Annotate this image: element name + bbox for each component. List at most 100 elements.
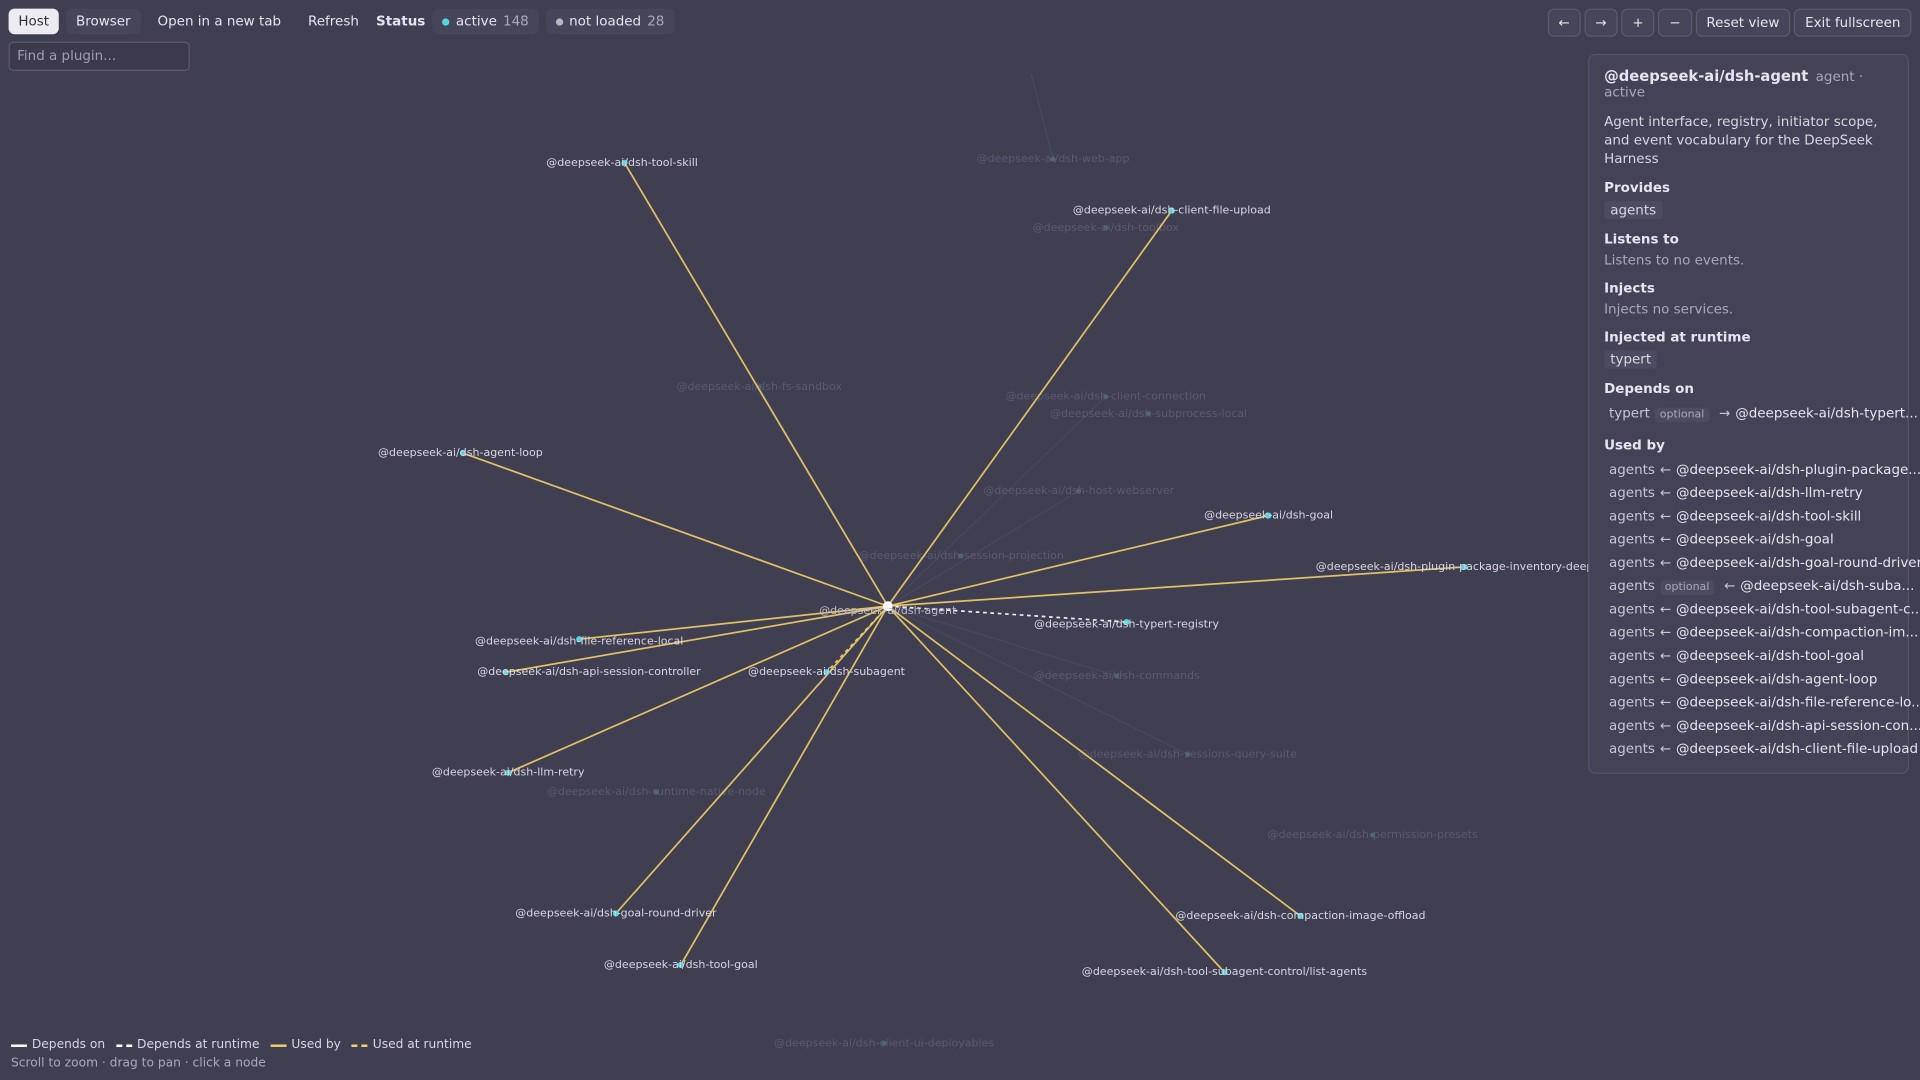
faded-node	[1103, 394, 1109, 400]
node-label[interactable]: @deepseek-ai/dsh-plugin-package-inventor…	[1316, 560, 1606, 573]
relation-row[interactable]: agents ← @deepseek-ai/dsh-plugin-package..…	[1604, 458, 1920, 481]
relation-row[interactable]: agents ← @deepseek-ai/dsh-llm-retry	[1604, 481, 1893, 504]
relation-row[interactable]: agents ← @deepseek-ai/dsh-client-file-uplo…	[1604, 737, 1918, 760]
arrow: ←	[1659, 554, 1672, 571]
node[interactable]	[1297, 912, 1304, 919]
faded-node	[1103, 225, 1109, 231]
faded-node	[1050, 156, 1056, 162]
relation-row[interactable]: agents ← @deepseek-ai/dsh-tool-goal	[1604, 644, 1893, 667]
faded-node-label[interactable]: @deepseek-ai/dsh-web-app	[977, 152, 1130, 165]
badge: optional	[1654, 407, 1710, 423]
relation-target: @deepseek-ai/dsh-llm-retry	[1676, 484, 1863, 501]
relation-name: agents	[1608, 484, 1655, 501]
relation-row[interactable]: agents ← @deepseek-ai/dsh-tool-subagent-c.…	[1604, 598, 1920, 621]
tab[interactable]: Host	[8, 8, 59, 35]
faded-edge	[887, 605, 1117, 677]
center-node[interactable]	[882, 601, 893, 612]
node-label[interactable]: @deepseek-ai/dsh-tool-goal	[604, 958, 758, 971]
faded-node-label[interactable]: @deepseek-ai/dsh-commands	[1034, 669, 1200, 682]
section-text: Injects no services.	[1604, 301, 1734, 318]
relation-name: agents	[1608, 461, 1655, 478]
node-label[interactable]: @deepseek-ai/dsh-goal	[1204, 509, 1333, 522]
status-active[interactable]: active 148	[432, 8, 539, 35]
relation-target: @deepseek-ai/dsh-goal-round-driver	[1676, 554, 1920, 571]
relation-row[interactable]: agents ← @deepseek-ai/dsh-api-session-con.…	[1604, 714, 1920, 737]
faded-node	[653, 789, 659, 795]
node-label[interactable]: @deepseek-ai/dsh-tool-skill	[546, 156, 698, 169]
node[interactable]	[1265, 512, 1272, 519]
faded-node-label[interactable]: @deepseek-ai/dsh-client-connection	[1006, 390, 1206, 403]
faded-node-label[interactable]: @deepseek-ai/dsh-sessions-query-suite	[1079, 747, 1298, 760]
view-button[interactable]: ←	[1547, 8, 1581, 37]
view-button[interactable]: Reset view	[1695, 8, 1791, 37]
relation-row[interactable]: agents ← @deepseek-ai/dsh-tool-skill	[1604, 504, 1893, 527]
status-dot	[555, 17, 563, 26]
view-button[interactable]: +	[1621, 8, 1655, 37]
relation-row[interactable]: agents ← @deepseek-ai/dsh-goal-round-drive…	[1604, 551, 1920, 574]
node-label[interactable]: @deepseek-ai/dsh-agent-loop	[378, 446, 543, 459]
legend-item: Depends at runtime	[116, 1038, 260, 1052]
node[interactable]	[502, 669, 509, 676]
relation-target: @deepseek-ai/dsh-client-file-upload	[1676, 740, 1919, 757]
node-label[interactable]: @deepseek-ai/dsh-compaction-image-offloa…	[1175, 909, 1425, 922]
node[interactable]	[1168, 207, 1175, 214]
relation-row[interactable]: typert optional → @deepseek-ai/dsh-typert..…	[1604, 402, 1918, 425]
status-label: Status	[376, 13, 426, 30]
status-not_loaded[interactable]: not loaded 28	[545, 8, 675, 35]
search-input[interactable]: Find a plugin...	[8, 41, 190, 72]
faded-node-label[interactable]: @deepseek-ai/dsh-session-projection	[859, 549, 1064, 562]
faded-node	[881, 1040, 887, 1046]
node[interactable]	[823, 669, 830, 676]
action-button[interactable]: Refresh	[308, 13, 359, 30]
panel-meta: agent · active	[1604, 68, 1864, 101]
faded-node-label[interactable]: @deepseek-ai/dsh-runtime-native-node	[547, 785, 766, 798]
relation-row[interactable]: agents ← @deepseek-ai/dsh-agent-loop	[1604, 667, 1893, 690]
node-label[interactable]: @deepseek-ai/dsh-llm-retry	[432, 766, 585, 779]
relation-row[interactable]: agents ← @deepseek-ai/dsh-goal	[1604, 528, 1893, 551]
faded-node-label[interactable]: @deepseek-ai/dsh-subprocess-local	[1050, 407, 1247, 420]
relation-name: agents	[1608, 554, 1655, 571]
edge	[887, 605, 1226, 973]
faded-node-label[interactable]: @deepseek-ai/dsh-host-webserver	[983, 484, 1174, 497]
view-button[interactable]: −	[1658, 8, 1692, 37]
tab[interactable]: Browser	[66, 8, 141, 35]
relation-name: agents	[1608, 508, 1655, 525]
arrow: ←	[1659, 717, 1672, 734]
node[interactable]	[621, 159, 628, 166]
edge	[887, 566, 1465, 607]
faded-node	[1076, 488, 1082, 494]
relation-target: @deepseek-ai/dsh-typert...	[1735, 405, 1918, 422]
node[interactable]	[1123, 618, 1130, 626]
node-label[interactable]: @deepseek-ai/dsh-typert-registry	[1034, 617, 1220, 630]
action-button[interactable]: Open in a new tab	[157, 13, 282, 30]
node-label[interactable]: @deepseek-ai/dsh-file-reference-local	[475, 635, 683, 648]
view-button[interactable]: →	[1584, 8, 1618, 37]
arrow: ←	[1659, 694, 1672, 711]
faded-node-label[interactable]: @deepseek-ai/dsh-permission-presets	[1268, 828, 1478, 841]
relation-row[interactable]: agents ← @deepseek-ai/dsh-compaction-im...	[1604, 621, 1918, 644]
node[interactable]	[459, 450, 466, 457]
node[interactable]	[612, 910, 619, 917]
node[interactable]	[1221, 969, 1228, 976]
node-label[interactable]: @deepseek-ai/dsh-subagent	[748, 665, 906, 678]
node[interactable]	[1461, 563, 1468, 571]
arrow: →	[1719, 405, 1731, 422]
relation-row[interactable]: agents optional ← @deepseek-ai/dsh-suba...	[1604, 574, 1914, 597]
faded-node-label[interactable]: @deepseek-ai/dsh-client-ui-deployables	[774, 1036, 994, 1049]
faded-node	[1146, 411, 1152, 417]
center-label[interactable]: @deepseek-ai/dsh-agent	[819, 604, 957, 617]
node-label[interactable]: @deepseek-ai/dsh-tool-subagent-control/l…	[1082, 965, 1368, 978]
node[interactable]	[576, 636, 583, 643]
relation-row[interactable]: agents ← @deepseek-ai/dsh-file-reference-l…	[1604, 691, 1920, 714]
node[interactable]	[677, 961, 684, 968]
view-button[interactable]: Exit fullscreen	[1794, 8, 1912, 37]
faded-node-label[interactable]: @deepseek-ai/dsh-toolbox	[1033, 221, 1180, 234]
faded-node-label[interactable]: @deepseek-ai/dsh-fs-sandbox	[676, 380, 842, 393]
node-label[interactable]: @deepseek-ai/dsh-api-session-controller	[477, 665, 701, 678]
node-label[interactable]: @deepseek-ai/dsh-goal-round-driver	[515, 906, 717, 919]
node-label[interactable]: @deepseek-ai/dsh-client-file-upload	[1073, 204, 1271, 217]
node[interactable]	[505, 769, 512, 776]
arrow: ←	[1659, 671, 1672, 687]
